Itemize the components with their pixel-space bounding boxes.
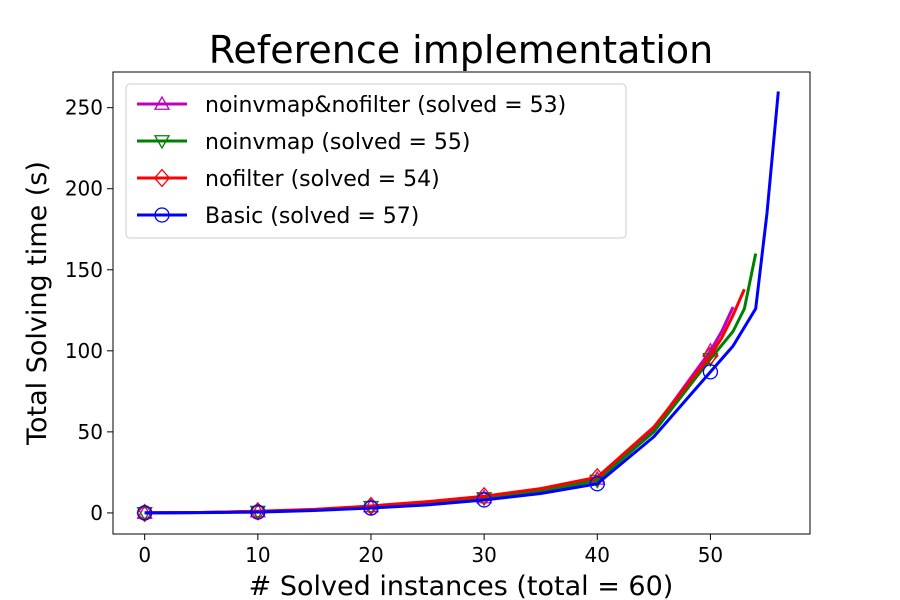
x-tick-label: 0 (138, 543, 151, 567)
y-axis: 0 50 100 150 200 250 (65, 96, 113, 525)
data-point-marker (589, 467, 606, 487)
x-tick-label: 40 (585, 543, 610, 567)
y-tick-label: 100 (65, 339, 103, 363)
y-tick-label: 200 (65, 177, 103, 201)
y-tick-label: 0 (90, 501, 103, 525)
legend-label: Basic (solved = 57) (205, 204, 419, 229)
legend-item: Basic (solved = 57) (137, 204, 419, 229)
series-2 (136, 288, 746, 523)
x-tick-label: 50 (698, 543, 723, 567)
legend-item: nofilter (solved = 54) (137, 167, 440, 192)
y-tick-label: 250 (65, 96, 103, 120)
data-point-marker (589, 476, 605, 492)
chart-title: Reference implementation (209, 28, 714, 72)
series-line (144, 288, 746, 515)
x-tick-label: 10 (245, 543, 270, 567)
series-line (144, 91, 780, 515)
plot-area-frame (112, 71, 811, 535)
x-tick-label: 30 (471, 543, 496, 567)
x-tick-label: 20 (358, 543, 383, 567)
legend-label: nofilter (solved = 54) (205, 167, 440, 192)
y-tick-label: 150 (65, 258, 103, 282)
legend: noinvmap&nofilter (solved = 53) noinvmap … (125, 83, 627, 239)
legend-label: noinvmap (solved = 55) (205, 130, 470, 155)
series-line (144, 253, 758, 515)
data-point-marker (363, 500, 379, 516)
data-point-marker (475, 486, 493, 506)
legend-label: noinvmap&nofilter (solved = 53) (205, 93, 566, 118)
legend-item: noinvmap&nofilter (solved = 53) (137, 93, 566, 118)
legend-swatch-marker (153, 168, 171, 188)
legend-swatch-marker (154, 207, 170, 223)
legend-swatch-marker (153, 95, 171, 110)
x-axis: 0 10 20 30 40 50 (138, 534, 723, 567)
y-axis-label: Total Solving time (s) (22, 161, 53, 446)
y-tick-label: 50 (78, 420, 103, 444)
data-point-marker (250, 504, 266, 520)
data-point-marker (702, 346, 719, 366)
data-point-marker (137, 505, 153, 521)
series-layer (136, 91, 780, 523)
legend-swatch-marker (153, 135, 171, 150)
legend-box (125, 83, 627, 239)
legend-item: noinvmap (solved = 55) (137, 130, 470, 155)
data-point-marker (702, 364, 719, 380)
series-line (144, 306, 735, 515)
data-point-marker (476, 492, 492, 508)
data-point-marker (136, 503, 153, 523)
series-0 (136, 306, 735, 519)
x-axis-label: # Solved instances (total = 60) (249, 571, 674, 600)
series-3 (137, 91, 780, 521)
series-1 (136, 253, 758, 522)
